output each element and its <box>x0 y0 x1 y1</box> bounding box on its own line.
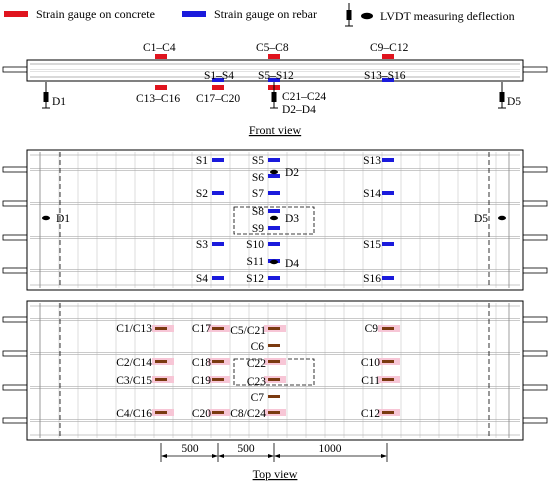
label-c20: C20 <box>192 408 211 420</box>
label-c12: C12 <box>361 408 380 420</box>
label-s4: S4 <box>196 273 208 285</box>
point-d1-icon <box>42 215 50 221</box>
label-s5-s12: S5–S12 <box>258 70 294 82</box>
legend-lvdt-label: LVDT measuring deflection <box>380 9 515 23</box>
legend-rebar-swatch <box>182 11 206 17</box>
deflection-point-icon <box>361 12 373 20</box>
label-s3: S3 <box>196 239 208 251</box>
dimension-lines: 500 500 1000 <box>160 443 388 462</box>
top-view-rebar: S1 S2 S3 S4 S5 S6 S7 S8 S9 S10 S11 S12 S… <box>2 149 548 291</box>
anchors-rebar <box>2 166 548 274</box>
top-view-concrete: C1/C13 C2/C14 C3/C15 C4/C16 C17 C18 C19 … <box>2 300 548 441</box>
point-d2-icon <box>270 169 278 175</box>
label-s11: S11 <box>247 256 265 268</box>
label-c1-c13: C1/C13 <box>116 323 152 335</box>
label-c8-c24: C8/C24 <box>230 408 266 420</box>
legend: Strain gauge on concrete Strain gauge on… <box>4 3 515 27</box>
label-c23: C23 <box>247 376 266 388</box>
caption-front-view: Front view <box>249 123 302 137</box>
dim-500-a: 500 <box>181 443 199 455</box>
label-c5-c8: C5–C8 <box>256 42 289 54</box>
legend-concrete-label: Strain gauge on concrete <box>36 7 155 21</box>
lvdt-d1-icon <box>42 82 50 109</box>
label-c18: C18 <box>192 357 211 369</box>
gauge-c5-c8 <box>268 54 280 59</box>
lvdt-d5-icon <box>498 82 506 109</box>
label-s12: S12 <box>246 273 264 285</box>
label-c6: C6 <box>251 341 265 353</box>
label-d3: D3 <box>285 213 299 225</box>
gauge-s1-s4 <box>212 78 224 82</box>
label-c3-c15: C3/C15 <box>116 375 152 387</box>
label-s16: S16 <box>363 273 381 285</box>
label-s9: S9 <box>252 223 264 235</box>
label-d4: D4 <box>285 258 299 270</box>
label-c1-c4: C1–C4 <box>143 42 176 54</box>
label-s13-s16: S13–S16 <box>364 70 406 82</box>
label-s13: S13 <box>363 155 381 167</box>
label-d5-top: D5 <box>474 213 488 225</box>
legend-rebar-label: Strain gauge on rebar <box>214 7 317 21</box>
dim-500-b: 500 <box>237 443 255 455</box>
point-d5-icon <box>498 215 506 221</box>
label-s7: S7 <box>252 188 264 200</box>
gauge-s13-s16 <box>382 78 394 82</box>
label-s8: S8 <box>252 206 264 218</box>
label-s14: S14 <box>363 188 381 200</box>
gauge-c13-c16 <box>155 85 167 90</box>
gauge-c1-c4 <box>155 54 167 59</box>
front-view: C1–C4 C5–C8 C9–C12 S1–S4 S5–S12 S13–S16 … <box>2 42 548 137</box>
label-s2: S2 <box>196 188 208 200</box>
label-c4-c16: C4/C16 <box>116 408 152 420</box>
label-d2-d4: D2–D4 <box>282 104 316 116</box>
label-c21-c24: C21–C24 <box>282 91 326 103</box>
gauge-s5-s12 <box>268 78 280 82</box>
label-c11: C11 <box>361 375 380 387</box>
label-c13-c16: C13–C16 <box>136 93 180 105</box>
label-d1-top: D1 <box>56 213 70 225</box>
label-c22: C22 <box>247 358 266 370</box>
top-slab-concrete <box>26 300 524 441</box>
label-d5: D5 <box>507 96 521 108</box>
gauge-c17-c20 <box>212 85 224 90</box>
dim-1000: 1000 <box>319 443 342 455</box>
label-c5-c21: C5/C21 <box>230 325 266 337</box>
label-c9-c12: C9–C12 <box>370 42 409 54</box>
label-c10: C10 <box>361 357 380 369</box>
point-d3-icon <box>270 215 278 221</box>
label-s5: S5 <box>252 155 264 167</box>
label-d2: D2 <box>285 167 299 179</box>
lvdt-d2-d4-icon <box>270 82 278 109</box>
label-c19: C19 <box>192 375 211 387</box>
label-s15: S15 <box>363 239 381 251</box>
gauge-c9-c12 <box>382 54 394 59</box>
lvdt-icon <box>345 3 353 27</box>
caption-top-view: Top view <box>253 467 298 481</box>
label-c17-c20: C17–C20 <box>196 93 240 105</box>
label-s10: S10 <box>246 239 264 251</box>
label-c2-c14: C2/C14 <box>116 357 152 369</box>
label-c9: C9 <box>365 323 379 335</box>
label-d1: D1 <box>52 96 66 108</box>
label-c7: C7 <box>251 392 265 404</box>
label-c17: C17 <box>192 323 211 335</box>
focus-region-rebar <box>233 206 315 235</box>
label-s1: S1 <box>196 155 208 167</box>
point-d4-icon <box>270 259 278 265</box>
legend-concrete-swatch <box>4 11 28 17</box>
label-s1-s4: S1–S4 <box>204 70 234 82</box>
label-s6: S6 <box>252 172 264 184</box>
